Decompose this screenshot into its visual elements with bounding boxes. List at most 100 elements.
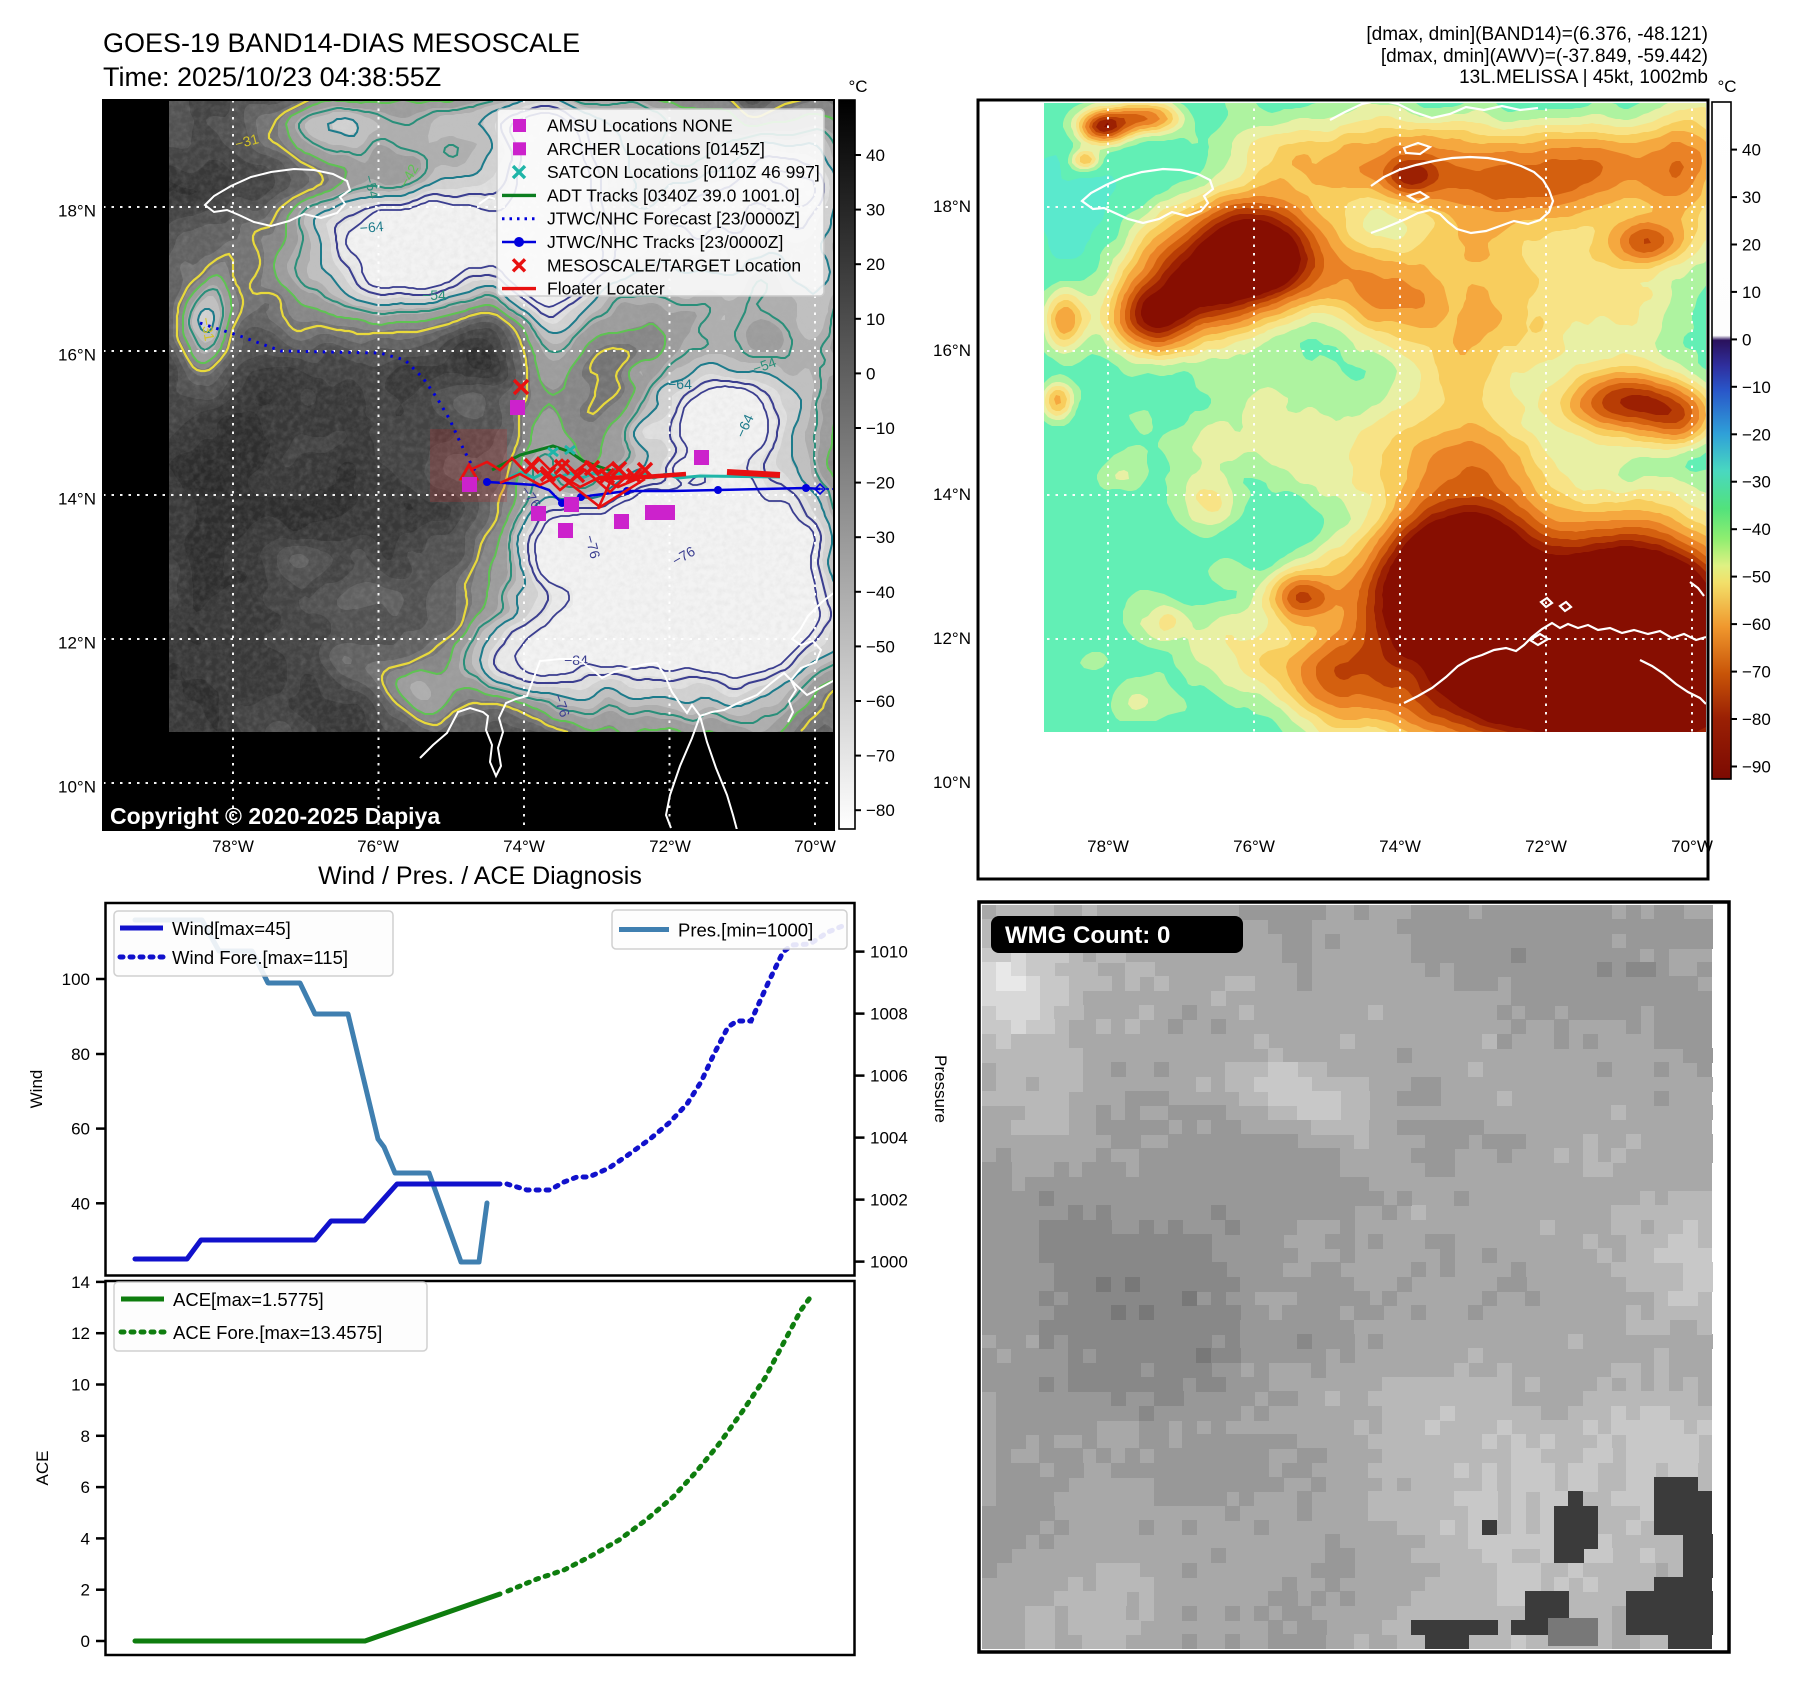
svg-text:ACE Fore.[max=13.4575]: ACE Fore.[max=13.4575]: [173, 1322, 382, 1343]
svg-text:AMSU Locations NONE: AMSU Locations NONE: [547, 116, 733, 136]
svg-text:Wind[max=45]: Wind[max=45]: [172, 918, 291, 939]
svg-text:ACE: ACE: [33, 1451, 52, 1486]
svg-text:Time: 2025/10/23 04:38:55Z: Time: 2025/10/23 04:38:55Z: [103, 62, 441, 92]
svg-text:Wind / Pres. / ACE Diagnosis: Wind / Pres. / ACE Diagnosis: [318, 862, 642, 890]
svg-text:JTWC/NHC Forecast [23/0000Z]: JTWC/NHC Forecast [23/0000Z]: [547, 209, 800, 229]
svg-text:−54: −54: [422, 287, 446, 303]
svg-text:JTWC/NHC Tracks [23/0000Z]: JTWC/NHC Tracks [23/0000Z]: [547, 232, 783, 252]
svg-text:76°W: 76°W: [357, 837, 399, 856]
svg-text:−50: −50: [866, 637, 895, 656]
svg-text:−54: −54: [361, 173, 383, 200]
svg-text:−31: −31: [233, 130, 260, 152]
svg-text:GOES-19 BAND14-DIAS MESOSCALE: GOES-19 BAND14-DIAS MESOSCALE: [103, 28, 580, 58]
svg-text:76°W: 76°W: [1233, 837, 1275, 856]
svg-text:20: 20: [866, 255, 885, 274]
svg-text:40: 40: [866, 146, 885, 165]
svg-text:78°W: 78°W: [1087, 837, 1129, 856]
svg-text:18°N: 18°N: [933, 197, 971, 216]
svg-text:−64: −64: [668, 376, 692, 392]
svg-text:1004: 1004: [870, 1129, 908, 1148]
svg-text:−30: −30: [866, 528, 895, 547]
svg-text:0: 0: [866, 364, 875, 383]
svg-text:Pres.[min=1000]: Pres.[min=1000]: [678, 920, 813, 941]
svg-text:−54: −54: [750, 354, 778, 377]
svg-text:0: 0: [81, 1632, 90, 1651]
svg-text:MESOSCALE/TARGET Location: MESOSCALE/TARGET Location: [547, 255, 801, 275]
svg-text:16°N: 16°N: [58, 345, 96, 364]
svg-text:Wind: Wind: [27, 1070, 46, 1109]
svg-text:−76: −76: [582, 533, 604, 560]
svg-text:−70: −70: [1742, 663, 1771, 682]
svg-text:60: 60: [71, 1120, 90, 1139]
svg-text:−90: −90: [1742, 758, 1771, 777]
svg-text:1010: 1010: [870, 943, 908, 962]
svg-text:−31: −31: [198, 316, 218, 342]
svg-text:ARCHER Locations [0145Z]: ARCHER Locations [0145Z]: [547, 139, 765, 159]
svg-text:1008: 1008: [870, 1005, 908, 1024]
svg-text:18°N: 18°N: [58, 201, 96, 220]
svg-text:10°N: 10°N: [933, 773, 971, 792]
svg-text:10: 10: [866, 310, 885, 329]
svg-text:40: 40: [1742, 141, 1761, 160]
svg-text:Copyright © 2020-2025 Dapiya: Copyright © 2020-2025 Dapiya: [110, 803, 440, 829]
svg-text:−40: −40: [866, 583, 895, 602]
svg-text:−70: −70: [866, 747, 895, 766]
svg-text:13L.MELISSA | 45kt, 1002mb: 13L.MELISSA | 45kt, 1002mb: [1459, 67, 1708, 88]
svg-text:10°N: 10°N: [58, 777, 96, 796]
svg-text:[dmax, dmin](AWV)=(-37.849, -5: [dmax, dmin](AWV)=(-37.849, -59.442): [1381, 46, 1708, 67]
svg-text:70°W: 70°W: [1671, 837, 1713, 856]
svg-text:78°W: 78°W: [212, 837, 254, 856]
svg-text:1000: 1000: [870, 1253, 908, 1272]
svg-text:14°N: 14°N: [933, 485, 971, 504]
svg-text:74°W: 74°W: [503, 837, 545, 856]
svg-text:−50: −50: [1742, 568, 1771, 587]
svg-text:WMG Count: 0: WMG Count: 0: [1005, 922, 1170, 949]
svg-text:12: 12: [71, 1324, 90, 1343]
svg-text:ADT Tracks [0340Z 39.0 1001.0]: ADT Tracks [0340Z 39.0 1001.0]: [547, 185, 800, 205]
svg-text:SATCON Locations [0110Z 46 997: SATCON Locations [0110Z 46 997]: [547, 162, 820, 182]
svg-text:20: 20: [1742, 236, 1761, 255]
svg-text:−20: −20: [866, 474, 895, 493]
svg-text:[dmax, dmin](BAND14)=(6.376, -: [dmax, dmin](BAND14)=(6.376, -48.121): [1366, 24, 1708, 45]
svg-text:70°W: 70°W: [794, 837, 836, 856]
svg-text:ACE[max=1.5775]: ACE[max=1.5775]: [173, 1289, 324, 1310]
svg-text:°C: °C: [848, 77, 867, 96]
svg-text:1002: 1002: [870, 1191, 908, 1210]
svg-text:12°N: 12°N: [58, 633, 96, 652]
svg-text:14°N: 14°N: [58, 489, 96, 508]
svg-text:−64: −64: [359, 218, 384, 236]
svg-text:72°W: 72°W: [649, 837, 691, 856]
svg-text:Pressure: Pressure: [931, 1055, 950, 1123]
svg-text:−60: −60: [1742, 615, 1771, 634]
svg-text:−20: −20: [1742, 425, 1771, 444]
svg-text:0: 0: [1742, 330, 1751, 349]
svg-text:74°W: 74°W: [1379, 837, 1421, 856]
svg-text:100: 100: [62, 970, 90, 989]
svg-text:−76: −76: [550, 691, 573, 719]
svg-text:12°N: 12°N: [933, 629, 971, 648]
svg-text:−80: −80: [1742, 710, 1771, 729]
svg-text:10: 10: [71, 1376, 90, 1395]
svg-text:2: 2: [81, 1581, 90, 1600]
svg-text:40: 40: [71, 1194, 90, 1213]
svg-text:Floater Locater: Floater Locater: [547, 279, 665, 299]
svg-text:10: 10: [1742, 283, 1761, 302]
svg-text:−30: −30: [1742, 473, 1771, 492]
svg-text:−60: −60: [866, 692, 895, 711]
svg-text:30: 30: [866, 201, 885, 220]
svg-text:72°W: 72°W: [1525, 837, 1567, 856]
svg-text:−10: −10: [866, 419, 895, 438]
svg-text:°C: °C: [1717, 77, 1736, 96]
svg-text:Wind Fore.[max=115]: Wind Fore.[max=115]: [172, 947, 348, 968]
svg-text:−40: −40: [1742, 520, 1771, 539]
svg-text:16°N: 16°N: [933, 341, 971, 360]
svg-text:14: 14: [71, 1273, 90, 1292]
svg-text:1006: 1006: [870, 1067, 908, 1086]
svg-text:80: 80: [71, 1045, 90, 1064]
svg-text:6: 6: [81, 1478, 90, 1497]
svg-text:30: 30: [1742, 188, 1761, 207]
svg-text:−80: −80: [866, 801, 895, 820]
svg-text:4: 4: [81, 1529, 90, 1548]
svg-text:8: 8: [81, 1427, 90, 1446]
svg-text:−10: −10: [1742, 378, 1771, 397]
